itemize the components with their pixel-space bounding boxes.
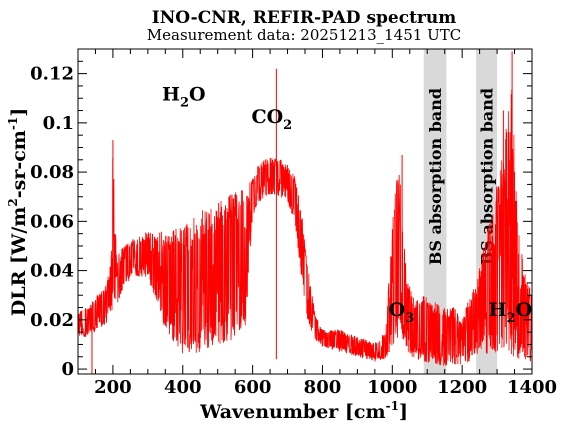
x-tick-label: 1200 [437,377,487,398]
x-tick-label: 1400 [507,377,557,398]
x-axis-label: Wavenumber [cm-1] [199,399,408,423]
band-label-2: BS absorption band [478,88,497,265]
x-tick-label: 600 [234,377,272,398]
dlr-line [77,89,533,366]
y-tick-label: 0.1 [43,113,74,134]
band-label-1: BS absorption band [426,88,445,265]
chart-subtitle: Measurement data: 20251213_1451 UTC [147,26,461,44]
y-tick-label: 0 [61,359,74,380]
y-tick-label: 0.12 [30,64,74,85]
y-tick-label: 0.06 [30,211,74,232]
x-axis-ticks: 200 400 600 800 1000 1200 1400 [77,49,557,398]
annotation-h2o-right: H2O [489,299,533,326]
y-tick-label: 0.04 [30,261,74,282]
species-annotations: H2O CO2 O3 H2O [162,84,532,326]
x-tick-label: 800 [304,377,342,398]
absorption-band-1 [423,49,447,374]
annotation-o3: O3 [389,299,415,326]
y-axis-label: DLR [W/m2-sr-cm-1] [6,108,30,316]
x-tick-label: 400 [164,377,202,398]
annotation-co2: CO2 [251,106,292,133]
annotation-h2o-left: H2O [162,84,206,111]
x-tick-label: 200 [94,377,132,398]
y-tick-label: 0.08 [30,162,74,183]
x-tick-label: 1000 [367,377,417,398]
dlr-series [77,51,533,374]
chart-title: INO-CNR, REFIR-PAD spectrum [152,8,456,28]
y-tick-label: 0.02 [30,310,74,331]
y-axis-ticks: 0 0.02 0.04 0.06 0.08 0.1 0.12 [30,48,532,380]
